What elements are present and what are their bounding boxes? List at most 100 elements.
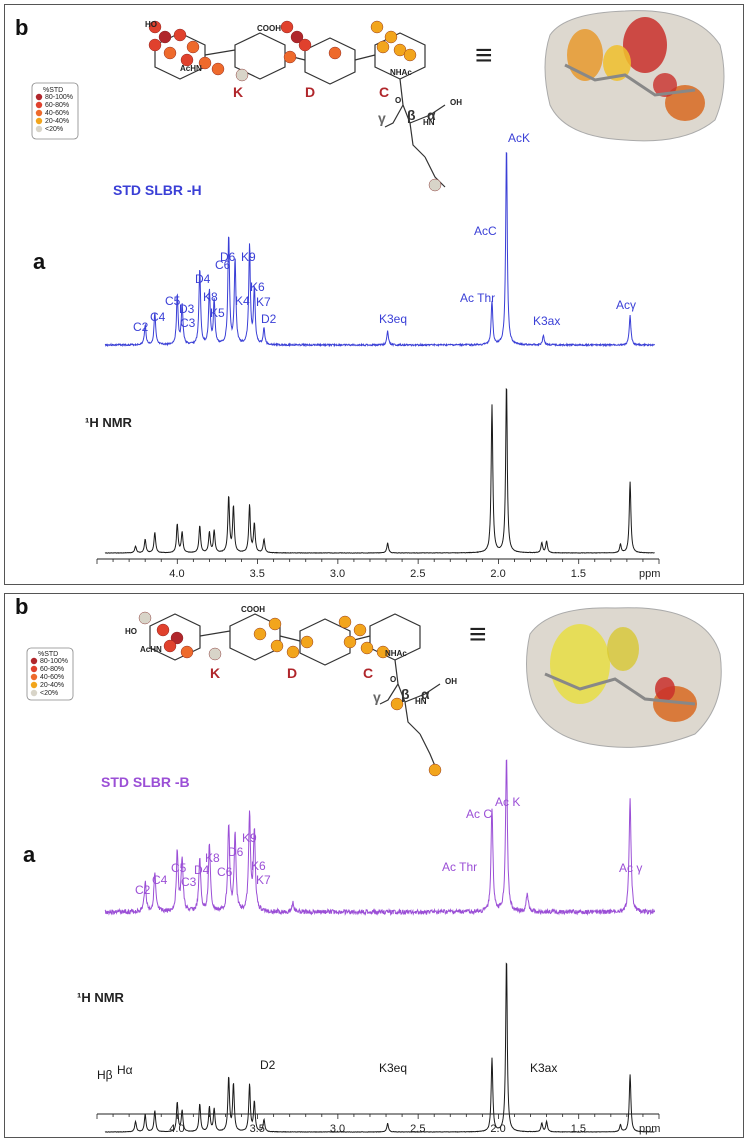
chem-ho: HO	[145, 20, 157, 29]
peak-label: C4	[152, 873, 168, 887]
ring-label-d: D	[305, 84, 315, 100]
chem-ho: HO	[125, 627, 137, 636]
atom-marker	[148, 38, 162, 52]
atom-marker	[253, 627, 267, 641]
ring-label-c: C	[363, 665, 373, 681]
x-tick-label: ppm	[639, 568, 660, 580]
spectrum-line	[104, 151, 656, 348]
atom-marker	[370, 20, 384, 34]
x-tick-label: 3.5	[250, 568, 265, 580]
chem-cooh: COOH	[257, 24, 281, 33]
atom-marker	[158, 30, 172, 44]
legend-swatch	[35, 109, 43, 117]
legend-swatch	[30, 673, 38, 681]
atom-marker	[156, 623, 170, 637]
peak-label: C5	[171, 861, 187, 875]
atom-marker	[163, 46, 177, 60]
chem-achn: AcHN	[180, 64, 202, 73]
atom-marker	[353, 623, 367, 637]
greek-beta: β	[407, 107, 416, 123]
peak-label: D2	[261, 312, 277, 326]
peak-label: C4	[150, 310, 166, 324]
atom-marker	[138, 611, 152, 625]
std-title: STD SLBR -B	[101, 774, 190, 790]
x-tick-label: 2.5	[410, 568, 425, 580]
atom-marker	[268, 617, 282, 631]
atom-marker	[328, 46, 342, 60]
greek-gamma: γ	[378, 110, 386, 126]
atom-marker	[280, 20, 294, 34]
atom-marker	[208, 647, 222, 661]
peak-label: D2	[260, 1058, 276, 1072]
nmr-title: ¹H NMR	[85, 415, 133, 430]
atom-marker	[170, 631, 184, 645]
panel-top: b %STD 80-100% 60-80% 40-60% 20-40% <20% COO…	[4, 4, 744, 585]
legend-item: <20%	[40, 690, 58, 697]
chem-oh: OH	[450, 98, 462, 107]
x-axis-bottom: 4.0 3.5 3.0 2.5 2.0 1.5 ppm	[96, 1113, 660, 1135]
legend-swatch	[30, 665, 38, 673]
legend-swatch	[30, 657, 38, 665]
ring-label-c: C	[379, 84, 389, 100]
peak-label: D4	[194, 863, 210, 877]
legend-item: 20-40%	[45, 118, 69, 125]
x-axis-top: 4.0 3.5 3.0 2.5 2.0 1.5 ppm	[96, 558, 660, 580]
equivalence-sign: ≡	[475, 39, 493, 72]
peak-label: K3eq	[379, 1061, 407, 1075]
peak-label: K9	[241, 250, 256, 264]
ring-label-k: K	[210, 665, 220, 681]
atom-marker	[428, 763, 442, 777]
peak-label: C3	[180, 316, 196, 330]
panel-label-a: a	[23, 842, 36, 867]
legend-item: 80-100%	[40, 658, 68, 665]
atom-marker	[186, 40, 200, 54]
ring-label-k: K	[233, 84, 243, 100]
atom-marker	[211, 62, 225, 76]
chem-o: O	[390, 675, 396, 684]
legend-item: <20%	[45, 126, 63, 133]
atom-marker	[428, 178, 442, 192]
ring-label-d: D	[287, 665, 297, 681]
std-legend: %STD 80-100%60-80%40-60%20-40%<20%	[26, 647, 74, 701]
legend-item: 60-80%	[40, 666, 64, 673]
equivalence-sign: ≡	[469, 618, 487, 651]
atom-marker	[384, 30, 398, 44]
molecular-surface-3d	[544, 10, 725, 142]
chem-nhac: NHAc	[385, 649, 407, 658]
chem-achn: AcHN	[140, 645, 162, 654]
peak-label: K6	[251, 859, 266, 873]
x-tick-label: 4.0	[169, 1123, 184, 1135]
x-tick-label: 3.0	[330, 1123, 345, 1135]
legend-swatch	[35, 101, 43, 109]
atom-marker	[343, 635, 357, 649]
peak-label: C6	[217, 865, 233, 879]
atom-marker	[163, 639, 177, 653]
spectrum-line	[104, 759, 656, 917]
peak-label: Ac γ	[619, 861, 642, 875]
legend-swatch	[35, 93, 43, 101]
atom-marker	[376, 40, 390, 54]
std-atom-markers	[138, 611, 442, 777]
nmr-title: ¹H NMR	[77, 990, 125, 1005]
atom-marker	[180, 53, 194, 67]
peak-label: C2	[135, 883, 151, 897]
peak-label: D3	[179, 302, 195, 316]
peak-label: K9	[242, 831, 257, 845]
peak-label: AcC	[474, 224, 497, 238]
legend-swatch	[30, 689, 38, 697]
peak-label: K3ax	[530, 1061, 557, 1075]
legend-title: %STD	[43, 87, 63, 94]
peak-label: K8	[203, 290, 218, 304]
peak-label: K8	[205, 851, 220, 865]
spectrum-line	[104, 962, 655, 1133]
chem-hn: HN	[423, 118, 435, 127]
atom-marker	[198, 56, 212, 70]
peak-label: Ac C	[466, 807, 492, 821]
atom-marker	[286, 645, 300, 659]
legend-swatch	[35, 117, 43, 125]
peak-label: K7	[256, 295, 271, 309]
greek-alpha: α	[427, 107, 436, 123]
x-tick-label: 3.5	[250, 1123, 265, 1135]
